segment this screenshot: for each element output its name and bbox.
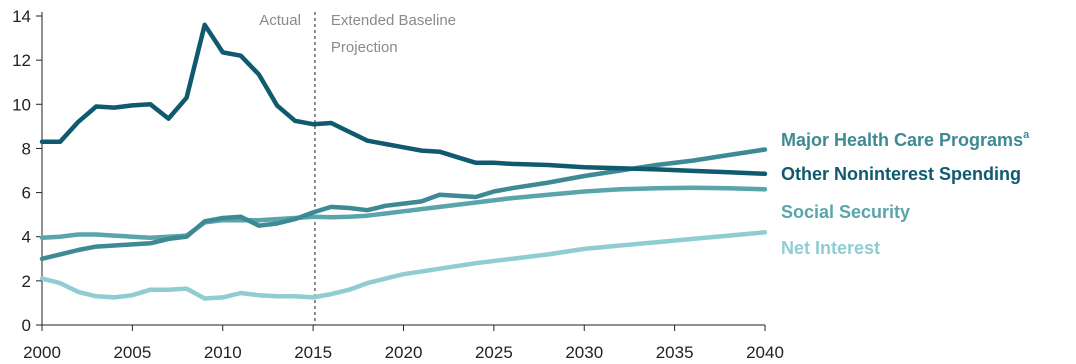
- legend: Major Health Care Programsa Other Noninte…: [781, 129, 1030, 258]
- x-tick-label: 2005: [113, 343, 151, 362]
- x-tick-label: 2030: [565, 343, 603, 362]
- y-tick-label: 14: [12, 7, 31, 26]
- x-ticks: 2000 2005 2010 2015 2020 2025 2030 2035 2040: [23, 325, 784, 362]
- actual-annotation: Actual: [259, 12, 301, 29]
- legend-label-net-interest: Net Interest: [781, 238, 880, 258]
- legend-text: Net Interest: [781, 238, 880, 258]
- y-tick-label: 10: [12, 95, 31, 114]
- projection-annotation-line2: Projection: [331, 39, 398, 56]
- series-line-social-security: [39, 185, 768, 241]
- legend-text: Major Health Care Programs: [781, 130, 1023, 150]
- y-tick-label: 2: [22, 272, 31, 291]
- y-tick-label: 4: [22, 228, 31, 247]
- x-tick-label: 2025: [475, 343, 513, 362]
- legend-text: Other Noninterest Spending: [781, 164, 1021, 184]
- x-tick-label: 2040: [746, 343, 784, 362]
- legend-label-major-health-care-programs: Major Health Care Programsa: [781, 129, 1030, 150]
- x-tick-label: 2015: [294, 343, 332, 362]
- series-group: [39, 22, 768, 301]
- legend-label-social-security: Social Security: [781, 202, 910, 222]
- y-tick-label: 12: [12, 51, 31, 70]
- series-line-major-health-care-programs: [39, 147, 768, 262]
- y-tick-label: 0: [22, 316, 31, 335]
- series-line-other-noninterest-spending: [39, 22, 768, 177]
- y-ticks: 0 2 4 6 8 10 12 14: [12, 7, 42, 335]
- legend-label-other-noninterest-spending: Other Noninterest Spending: [781, 164, 1021, 184]
- y-tick-label: 8: [22, 139, 31, 158]
- x-tick-label: 2000: [23, 343, 61, 362]
- y-tick-label: 6: [22, 184, 31, 203]
- series-line-net-interest: [39, 230, 768, 301]
- legend-superscript: a: [1023, 129, 1030, 141]
- legend-text: Social Security: [781, 202, 910, 222]
- x-tick-label: 2020: [385, 343, 423, 362]
- x-tick-label: 2010: [204, 343, 242, 362]
- x-tick-label: 2035: [656, 343, 694, 362]
- projection-annotation-line1: Extended Baseline: [331, 12, 456, 29]
